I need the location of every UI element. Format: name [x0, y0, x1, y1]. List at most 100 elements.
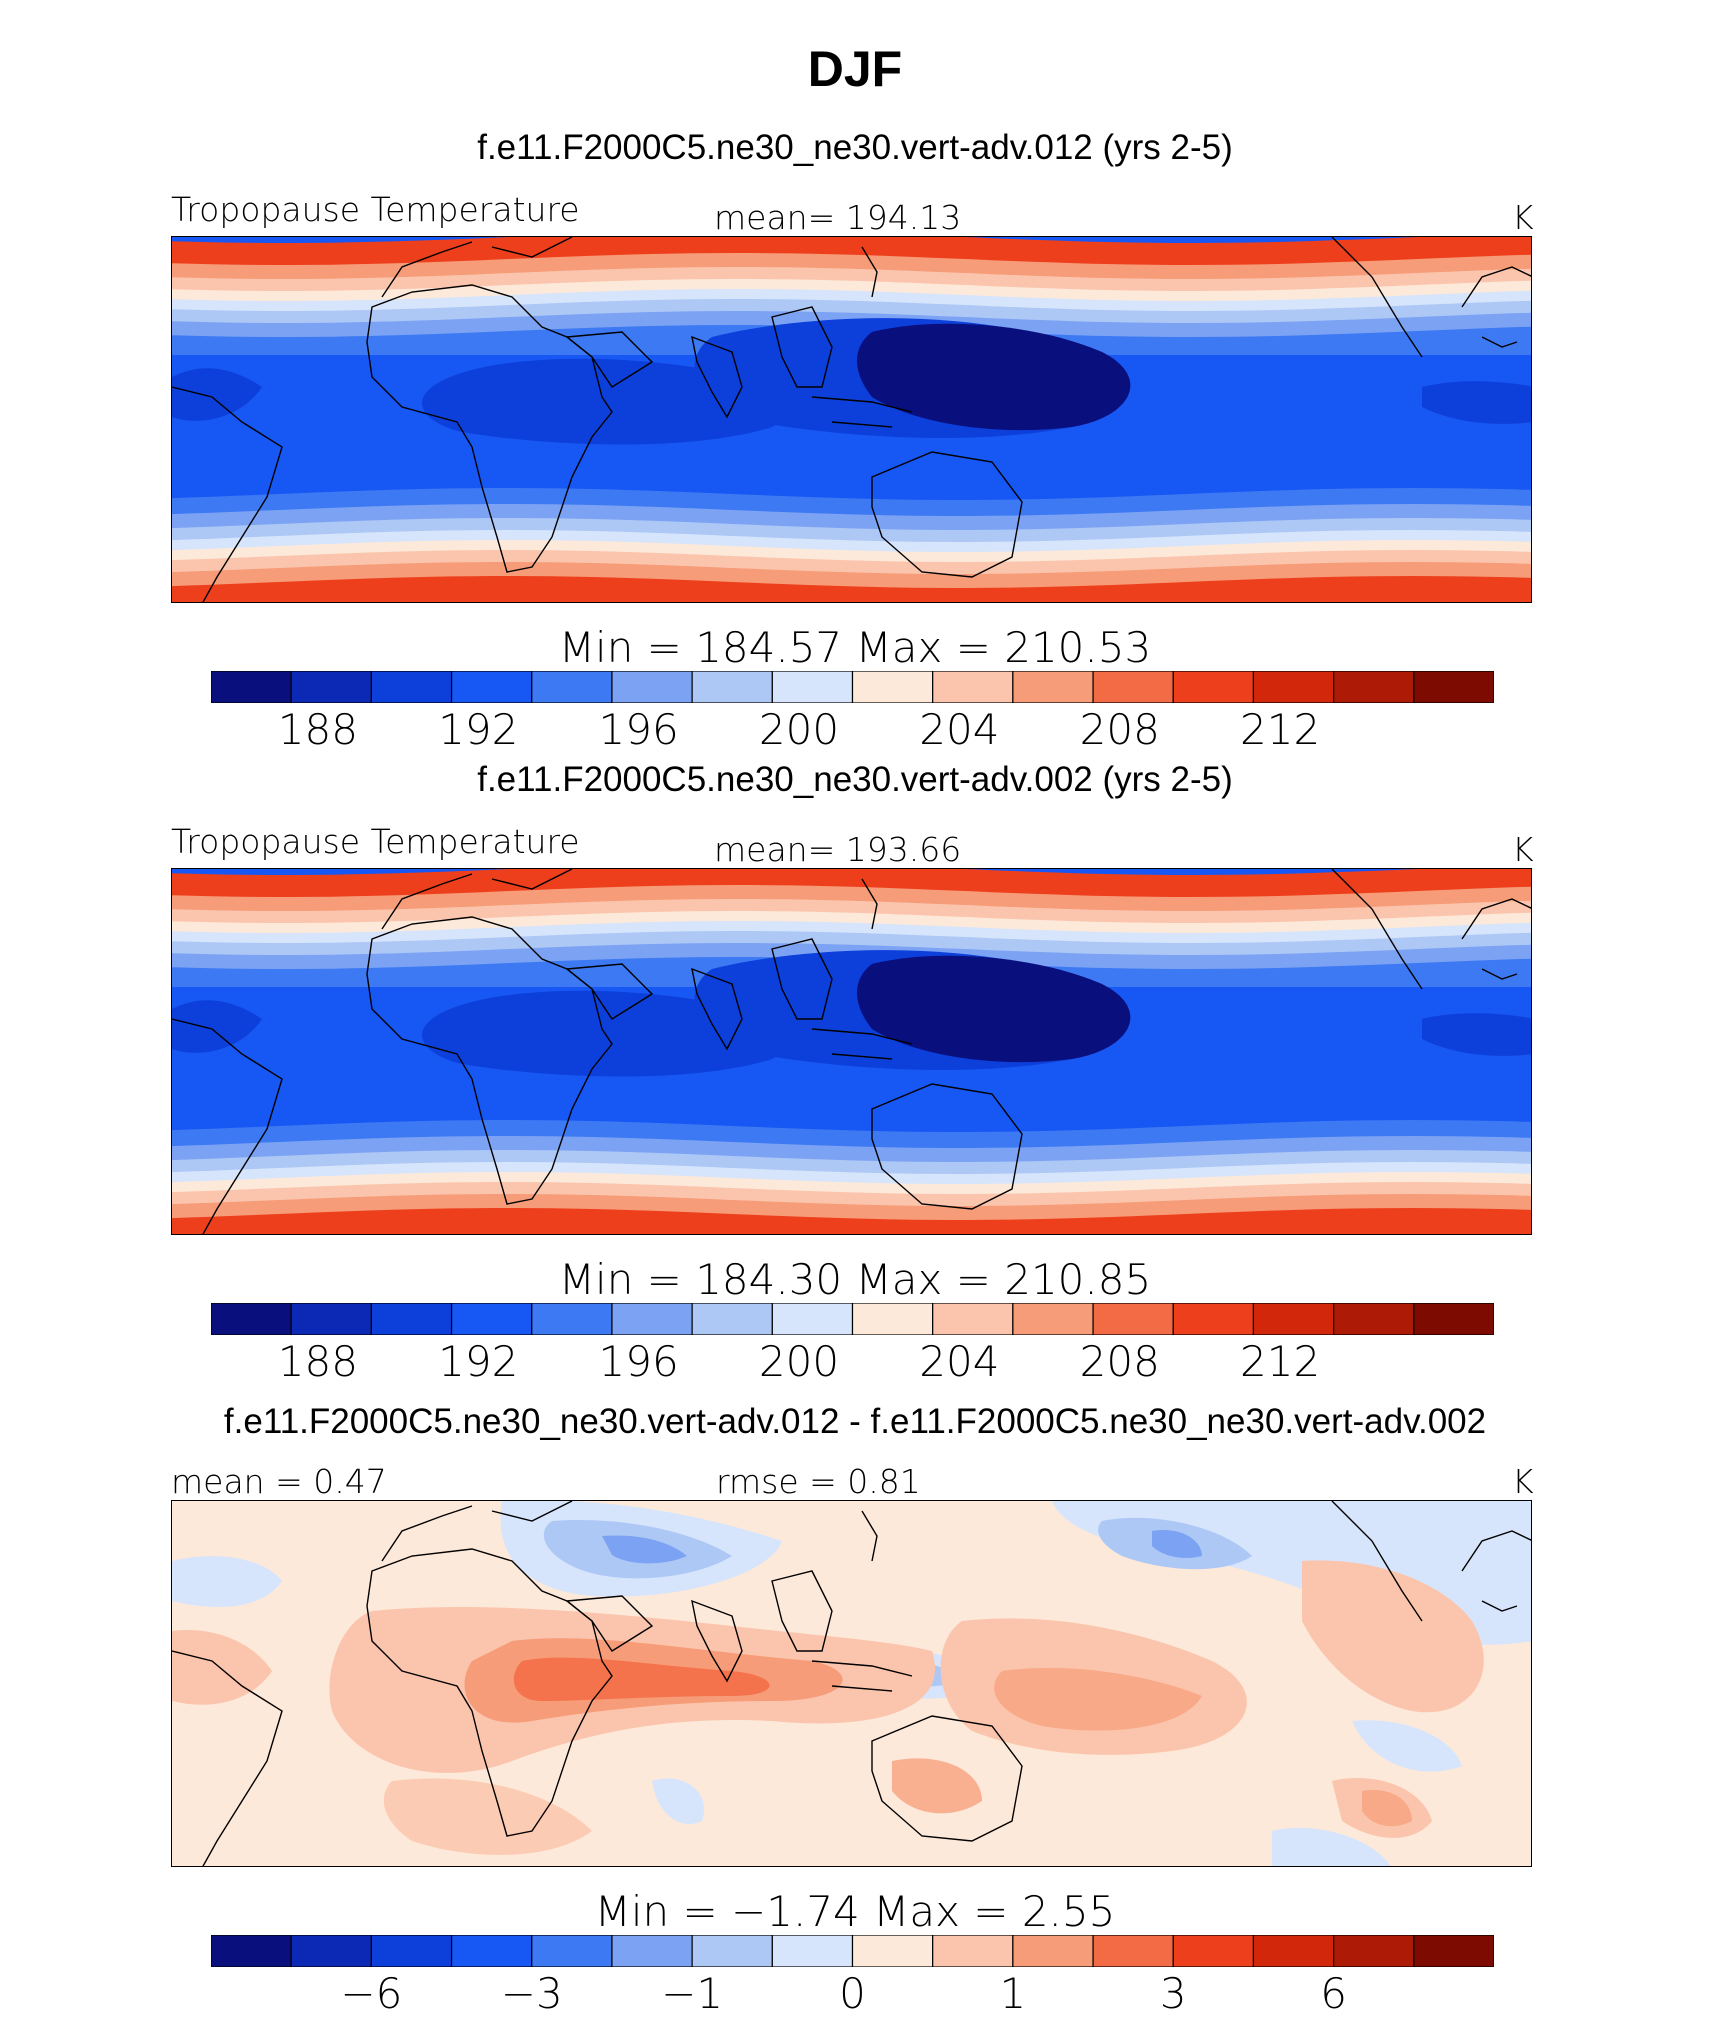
panel2-colorbar-boxes — [210, 1302, 1495, 1336]
coastline — [565, 331, 654, 388]
panel2-tick-label: 196 — [598, 1337, 679, 1386]
colorbar-box — [210, 1934, 292, 1968]
colorbar-box — [370, 1934, 453, 1968]
panel1-tick-label: 208 — [1079, 705, 1160, 754]
coastline — [861, 246, 878, 298]
colorbar-box — [771, 1302, 854, 1336]
panel3-tick-label: 3 — [1159, 1969, 1187, 2018]
panel1-min-max: Min = 184.57 Max = 210.53 — [558, 623, 1152, 672]
panel1-colorbar-labels: 188 192 196 200 204 208 212 — [211, 705, 1494, 755]
colorbar-box — [450, 670, 533, 704]
panel3-map — [171, 1500, 1532, 1867]
contour-band — [172, 1000, 262, 1053]
coastline — [381, 869, 573, 930]
panel3-tick-label: 6 — [1320, 1969, 1347, 2018]
panel1-field-label: Tropopause Temperature — [171, 190, 580, 229]
panel1-case-title: f.e11.F2000C5.ne30_ne30.vert-adv.012 (yr… — [477, 128, 1233, 167]
coastline — [691, 335, 743, 419]
panel1-tick-label: 200 — [758, 705, 840, 754]
colorbar-box — [1172, 670, 1255, 704]
panel2-min-max: Min = 184.30 Max = 210.85 — [558, 1255, 1152, 1304]
coastline — [172, 386, 283, 602]
panel2-tick-label: 188 — [277, 1337, 358, 1386]
panel3-case-title: f.e11.F2000C5.ne30_ne30.vert-adv.012 - f… — [223, 1402, 1487, 1441]
contour-band — [172, 576, 1531, 602]
coastline — [691, 967, 743, 1051]
contour-band — [857, 955, 1131, 1063]
colorbar-box — [210, 1302, 292, 1336]
coastline — [381, 1501, 573, 1562]
contour-band — [172, 368, 262, 421]
colorbar-box — [290, 670, 372, 704]
panel2-contours — [172, 869, 1531, 1234]
panel2-tick-label: 200 — [758, 1337, 840, 1386]
colorbar-box — [851, 1934, 934, 1968]
coastline — [871, 1715, 1023, 1842]
panel3-mean-label: mean = 0.47 — [171, 1462, 387, 1501]
colorbar-box — [370, 670, 453, 704]
coastline — [811, 1028, 913, 1060]
colorbar-box — [1333, 670, 1415, 704]
panel1-contours — [172, 237, 1531, 602]
coastline — [871, 451, 1023, 578]
coastline — [771, 306, 833, 388]
colorbar-box — [210, 670, 292, 704]
colorbar-box — [1413, 670, 1495, 704]
colorbar-box — [1012, 1934, 1094, 1968]
contour-band — [857, 323, 1131, 431]
panel2-case-title: f.e11.F2000C5.ne30_ne30.vert-adv.002 (yr… — [477, 760, 1233, 799]
colorbar-box — [1252, 1934, 1335, 1968]
panel3-colorbar-boxes — [210, 1934, 1495, 1968]
panel2-colorbar-labels: 188 192 196 200 204 208 212 — [211, 1337, 1494, 1387]
colorbar-box — [531, 1302, 613, 1336]
coastline — [381, 237, 573, 298]
panel2-tick-label: 212 — [1240, 1337, 1321, 1386]
colorbar-box — [611, 1302, 693, 1336]
coastline — [1331, 237, 1531, 358]
panel3-tick-label: 0 — [839, 1969, 866, 2018]
panel3-tick-label: −3 — [500, 1969, 563, 2018]
colorbar-box — [1092, 1934, 1174, 1968]
panel3-colorbar-labels: −6 −3 −1 0 1 3 6 — [211, 1969, 1494, 2019]
coastline — [811, 396, 913, 428]
panel1-map — [171, 236, 1532, 603]
coastline — [172, 1650, 283, 1866]
coastline — [861, 1510, 878, 1562]
panel1-tick-label: 188 — [277, 705, 358, 754]
panel1-colorbar — [210, 670, 1495, 704]
panel2-coastlines — [172, 869, 1531, 1234]
colorbar-box — [1092, 670, 1174, 704]
coastline — [1331, 1501, 1531, 1622]
colorbar-box — [1252, 670, 1335, 704]
colorbar-box — [370, 1302, 453, 1336]
panel2-tick-label: 208 — [1079, 1337, 1160, 1386]
coastline — [811, 1660, 913, 1692]
coastline — [691, 1599, 743, 1683]
colorbar-box — [851, 1302, 934, 1336]
panel1-tick-label: 204 — [919, 705, 1000, 754]
coastline — [1331, 869, 1531, 990]
panel3-colorbar — [210, 1934, 1495, 1968]
colorbar-box — [611, 1934, 693, 1968]
colorbar-box — [1252, 1302, 1335, 1336]
panel1-tick-label: 192 — [438, 705, 519, 754]
colorbar-box — [691, 670, 773, 704]
coastline — [565, 963, 654, 1020]
colorbar-box — [932, 670, 1014, 704]
coastline — [565, 1595, 654, 1652]
colorbar-box — [851, 670, 934, 704]
colorbar-box — [450, 1302, 533, 1336]
coastline — [1481, 1600, 1518, 1612]
colorbar-box — [290, 1934, 372, 1968]
panel2-mean-label: mean= 193.66 — [714, 830, 962, 869]
colorbar-box — [1172, 1302, 1255, 1336]
coastline — [861, 878, 878, 930]
coastline — [1481, 968, 1518, 980]
colorbar-box — [691, 1934, 773, 1968]
coastline — [771, 938, 833, 1020]
panel2-map — [171, 868, 1532, 1235]
panel1-colorbar-boxes — [210, 670, 1495, 704]
coastline — [1481, 336, 1518, 348]
contour-band — [172, 1208, 1531, 1234]
panel1-tick-label: 196 — [598, 705, 679, 754]
